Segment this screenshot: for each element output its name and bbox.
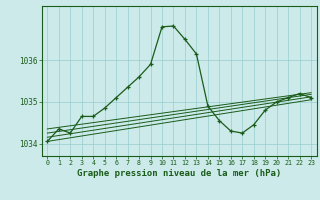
X-axis label: Graphe pression niveau de la mer (hPa): Graphe pression niveau de la mer (hPa) — [77, 169, 281, 178]
